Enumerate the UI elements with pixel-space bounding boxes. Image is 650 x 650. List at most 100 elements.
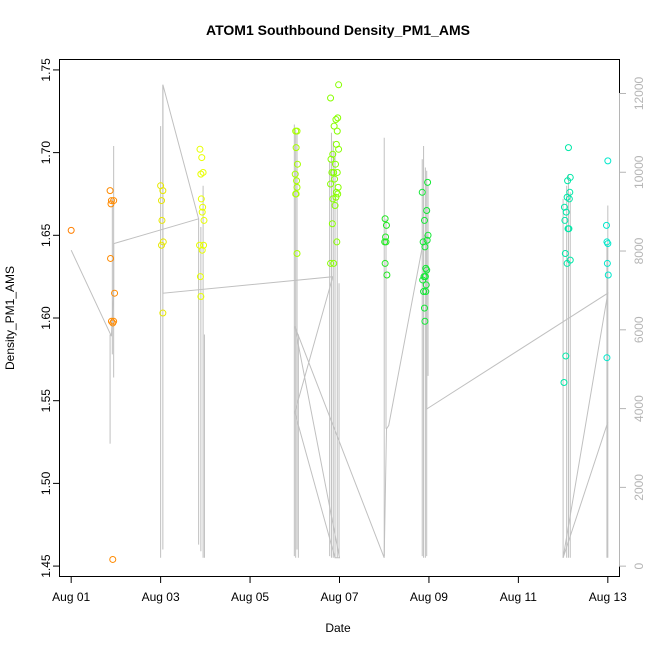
data-point [562,208,570,216]
data-point [158,197,166,205]
data-point [327,259,335,267]
data-point [200,241,208,249]
data-point [327,180,335,188]
data-point [423,207,431,214]
data-point [564,144,572,152]
data-point [293,183,301,191]
x-tick-label: Aug 11 [500,590,537,604]
data-point [110,317,118,325]
data-point [159,238,167,246]
data-point [604,157,612,165]
data-point [107,197,115,205]
data-point [603,259,611,267]
data-point [110,197,118,205]
data-point [603,354,611,362]
data-point [420,216,428,224]
data-point [421,317,429,325]
data-point [419,276,427,284]
y-tick-label: 1.70 [39,141,53,165]
data-point [424,231,432,239]
data-point [334,114,342,122]
data-point [563,259,571,267]
data-point [564,177,572,185]
data-point [196,273,204,281]
data-point [424,178,432,186]
data-point [334,190,342,198]
axes: 1.45 1.50 1.55 1.60 1.65 1.70 1.75 Aug 01 Aug 03… [39,58,646,604]
data-point [561,216,569,224]
data-point [159,309,167,317]
data-point [67,226,75,234]
data-point [196,145,204,153]
data-point [199,203,207,211]
data-point [330,122,338,130]
data-point [332,188,340,196]
data-point [331,160,339,168]
data-point [198,208,206,216]
data-point [158,241,166,249]
data-point [335,81,343,89]
data-point [106,187,114,195]
right-tick-label: 4000 [632,395,646,422]
y-axis-label: Density_PM1_AMS [3,266,17,370]
data-point [293,250,301,257]
data-point [197,170,205,178]
data-point [382,221,390,229]
data-point [158,216,166,224]
data-point [422,281,430,289]
data-point [332,193,340,201]
x-tick-label: Aug 05 [231,590,269,604]
data-point [200,216,208,224]
data-point [330,259,338,267]
data-point [423,266,431,274]
right-tick-label: 2000 [632,474,646,501]
data-point [382,238,390,246]
x-tick-label: Aug 13 [589,590,627,604]
data-point [420,288,428,296]
data-point [109,555,117,563]
data-point [565,225,573,233]
data-point [333,238,341,246]
data-point [602,221,610,229]
data-point [198,246,206,254]
data-point [331,202,339,210]
y-tick-label: 1.50 [39,471,53,495]
data-point [197,293,205,300]
x-tick-label: Aug 01 [52,590,90,604]
data-point [335,145,343,153]
data-point [197,195,205,203]
data-point [383,271,391,279]
data-point [198,154,206,162]
data-point [421,243,429,251]
data-point [423,236,431,244]
data-point [560,379,568,386]
data-point [293,160,301,168]
data-point [199,168,207,176]
data-point [420,304,428,312]
chart-title: ATOM1 Southbound Density_PM1_AMS [206,22,470,38]
data-point [111,289,119,297]
right-tick-label: 6000 [632,316,646,343]
data-point [604,240,612,248]
right-tick-label: 12000 [632,76,646,110]
data-point [422,288,430,296]
x-tick-label: Aug 09 [410,590,448,604]
data-point [327,94,335,102]
y-tick-label: 1.60 [39,306,53,330]
data-point [562,352,570,360]
plot-area [67,81,612,563]
right-tick-label: 8000 [632,237,646,264]
data-point [332,116,340,124]
data-point [563,193,571,201]
data-point [604,271,612,279]
data-point [293,177,301,185]
data-point [333,168,341,176]
data-point [330,168,338,176]
right-tick-label: 10000 [632,155,646,189]
x-axis-label: Date [325,621,351,635]
data-point [292,144,300,152]
x-tick-label: Aug 07 [320,590,358,604]
right-tick-label: 0 [632,562,646,569]
data-point [107,254,115,262]
